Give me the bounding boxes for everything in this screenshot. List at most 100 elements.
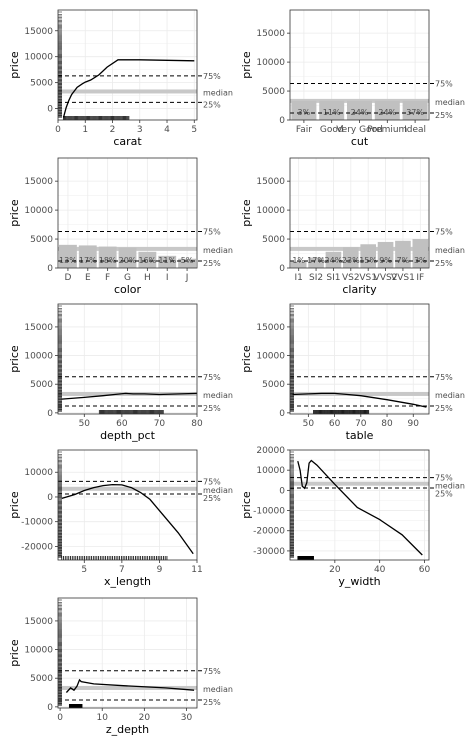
y-tick-label: -20000: [253, 527, 285, 537]
panel-plot: [58, 11, 197, 120]
bar: [342, 247, 359, 268]
x-axis-title: table: [346, 429, 374, 442]
y-axis-title: price: [8, 199, 21, 227]
y-tick-label: -20000: [21, 542, 53, 552]
panel-border: [289, 157, 430, 269]
chart-panel-clarity: 1% 17% 24% 23% 15% 9% 7% 3% 75% median 25% 0 5000 100…: [240, 157, 465, 296]
ref-label-median: median: [435, 482, 465, 491]
bar: [138, 251, 157, 268]
bar-label: 3%: [414, 256, 427, 265]
y-tick-label: 0: [279, 116, 285, 126]
bar-label: 24%: [325, 256, 343, 265]
x-tick-label: 60: [419, 565, 431, 575]
x-tick-label: 40: [374, 565, 386, 575]
x-rug: [297, 556, 314, 560]
bar-label: 16%: [138, 256, 156, 265]
x-tick-label: 0: [55, 125, 61, 135]
bar-label: 11%: [158, 256, 176, 265]
x-axis-title: color: [114, 283, 142, 296]
ref-label-median: median: [203, 88, 233, 97]
y-axis-title: price: [240, 345, 253, 373]
x-tick-label: 30: [181, 713, 193, 723]
y-tick-label: 0: [279, 264, 285, 274]
ref-label-p25: 25%: [435, 111, 453, 120]
ref-label-p75: 75%: [203, 228, 221, 237]
x-rug: [98, 410, 164, 414]
ref-label-p25: 25%: [203, 698, 221, 707]
median-band: [290, 246, 429, 251]
x-axis-title: z_depth: [106, 723, 149, 736]
y-axis-title: price: [8, 345, 21, 373]
panel-border: [57, 449, 198, 561]
x-tick-label: 80: [381, 419, 393, 429]
bar: [374, 100, 400, 120]
ref-label-median: median: [203, 685, 233, 694]
panel-plot: [58, 599, 197, 708]
median-band: [290, 481, 429, 486]
x-axis-title: y_width: [338, 575, 380, 588]
y-tick-label: 10000: [256, 352, 285, 362]
ref-label-p75: 75%: [203, 477, 221, 486]
ref-label-p25: 25%: [203, 259, 221, 268]
x-tick-label: IF: [416, 273, 424, 283]
y-tick-label: 5000: [262, 235, 285, 245]
y-axis-title: price: [8, 51, 21, 79]
median-band: [58, 685, 197, 690]
y-rug: [58, 599, 62, 706]
x-tick-label: J: [185, 273, 189, 283]
bar: [360, 244, 377, 268]
x-tick-label: 5: [81, 565, 87, 575]
panel-plot: [290, 98, 429, 120]
ref-label-median: median: [435, 391, 465, 400]
panel-grid: [290, 450, 429, 560]
median-band: [290, 391, 429, 396]
y-tick-label: 0: [47, 493, 53, 503]
bar: [58, 244, 77, 268]
bar-label: 5%: [181, 256, 194, 265]
x-tick-label: 0: [57, 713, 63, 723]
bar-label: 24%: [351, 108, 369, 117]
x-axis-title: depth_pct: [100, 429, 156, 442]
y-tick-label: 10000: [256, 58, 285, 68]
x-tick-label: I1: [294, 273, 302, 283]
x-tick-label: VS2: [342, 273, 360, 283]
panel-grid: [58, 450, 197, 560]
x-tick-label: 50: [79, 419, 91, 429]
x-tick-label: 70: [154, 419, 166, 429]
y-tick-label: 0: [279, 486, 285, 496]
y-tick-label: 15000: [256, 323, 285, 333]
bar-label: 18%: [99, 256, 117, 265]
bar: [291, 100, 317, 120]
x-rug: [313, 410, 370, 414]
panel-border: [289, 449, 430, 561]
bar: [178, 258, 197, 268]
bar-label: 11%: [323, 108, 341, 117]
ref-label-median: median: [435, 98, 465, 107]
series-line: [292, 392, 427, 408]
panel-border: [57, 303, 198, 415]
ref-label-p75: 75%: [435, 373, 453, 382]
bar-label: 23%: [342, 256, 360, 265]
ref-label-p75: 75%: [435, 228, 453, 237]
x-tick-label: Premium: [367, 125, 407, 135]
series-line: [62, 59, 195, 118]
y-tick-label: 5000: [30, 380, 53, 390]
chart-panel-z_depth: 75% median 25% 0 5000 10000 15000 0 10 20 30 z_dept…: [8, 597, 233, 736]
panel-border: [57, 9, 198, 121]
x-axis-title: cut: [351, 135, 369, 148]
panel-border: [289, 303, 430, 415]
bar-label: 3%: [298, 108, 311, 117]
y-rug: [58, 451, 62, 558]
y-tick-label: 5000: [262, 380, 285, 390]
chart-panel-depth_pct: 75% median 25% 0 5000 10000 15000 50 60 70 80 depth…: [8, 303, 233, 442]
x-tick-label: 3: [137, 125, 143, 135]
series-line: [297, 459, 423, 556]
y-tick-label: 5000: [262, 87, 285, 97]
y-tick-label: 15000: [24, 27, 53, 37]
ref-label-p75: 75%: [203, 72, 221, 81]
x-tick-label: 60: [116, 419, 128, 429]
x-rug: [68, 704, 83, 708]
